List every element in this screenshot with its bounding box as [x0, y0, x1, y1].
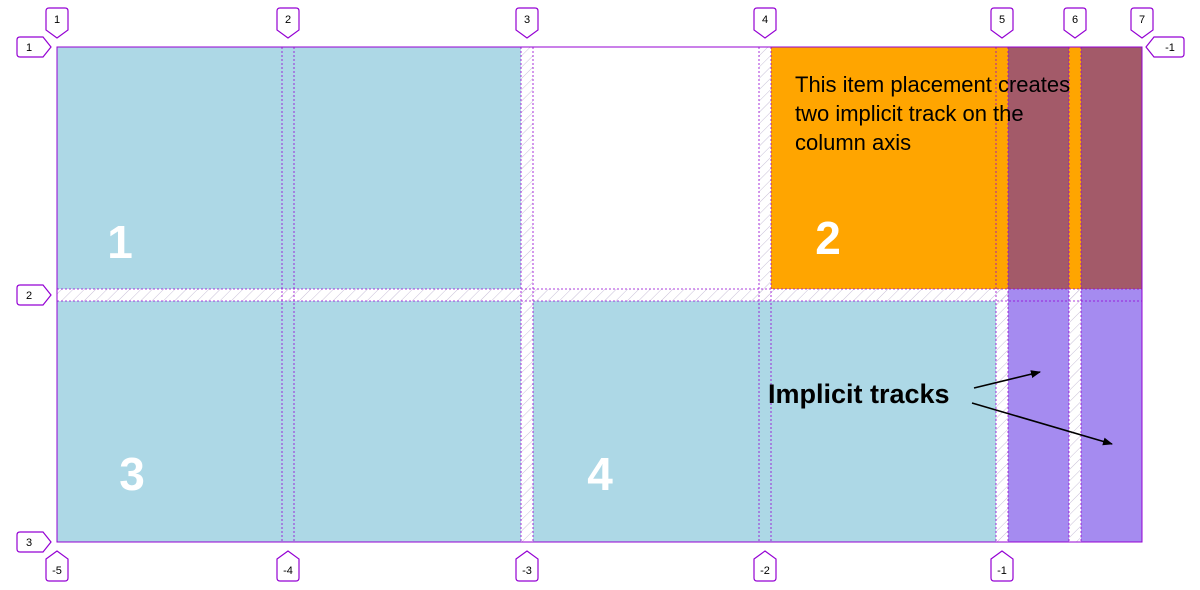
- row-line-badge-left: 3: [16, 531, 52, 553]
- pentagon-marker-icon: [16, 36, 52, 58]
- item-4-number: 4: [587, 448, 613, 500]
- implicit-track-1-row-1: [1008, 47, 1069, 289]
- line-number-label: -3: [522, 565, 532, 577]
- column-line-badge-bottom: -1: [990, 550, 1014, 582]
- item-2-number: 2: [815, 212, 841, 264]
- pentagon-marker-icon: [1063, 7, 1087, 39]
- column-line-badge-bottom: -2: [753, 550, 777, 582]
- line-number-label: 3: [26, 537, 32, 549]
- line-number-label: -1: [997, 565, 1007, 577]
- column-line-badge-bottom: -4: [276, 550, 300, 582]
- pentagon-marker-icon: [515, 550, 539, 582]
- pentagon-marker-icon: [45, 7, 69, 39]
- line-number-label: 7: [1139, 14, 1145, 26]
- pentagon-marker-icon: [1145, 36, 1185, 58]
- column-line-badge-bottom: -3: [515, 550, 539, 582]
- line-number-label: 3: [524, 14, 530, 26]
- placement-note-line-3: column axis: [795, 130, 911, 155]
- pentagon-marker-icon: [1130, 7, 1154, 39]
- pentagon-marker-icon: [276, 7, 300, 39]
- grid-item-3: [57, 301, 521, 542]
- implicit-track-2-row-1: [1081, 47, 1142, 289]
- grid-outline: [56, 46, 1143, 543]
- line-number-label: 2: [285, 14, 291, 26]
- pentagon-marker-icon: [990, 550, 1014, 582]
- pentagon-marker-icon: [16, 284, 52, 306]
- placement-note-line-1: This item placement creates: [795, 72, 1070, 97]
- implicit-tracks-callout: Implicit tracks: [768, 370, 1113, 446]
- grid-lines: [56, 46, 1143, 543]
- grid-item-2: [771, 47, 1142, 289]
- column-line-badge-bottom: -5: [45, 550, 69, 582]
- line-number-label: -4: [283, 565, 293, 577]
- column-gap-2: [521, 47, 533, 542]
- row-gap: [57, 289, 1142, 301]
- item-3-number: 3: [119, 448, 145, 500]
- implicit-tracks-label: Implicit tracks: [768, 379, 950, 409]
- line-number-label: 4: [762, 14, 768, 26]
- line-number-badges: 1 2 3 4 5 6 7 -5 -4 -3 -2 -1 1 2 3 -1: [16, 7, 1185, 582]
- row-line-badge-left: 2: [16, 284, 52, 306]
- line-number-label: 1: [26, 42, 32, 54]
- line-number-label: -2: [760, 565, 770, 577]
- line-number-label: -5: [52, 565, 62, 577]
- column-line-badge-top: 7: [1130, 7, 1154, 39]
- line-number-label: -1: [1165, 42, 1175, 54]
- column-line-badge-top: 4: [753, 7, 777, 39]
- column-line-badge-top: 1: [45, 7, 69, 39]
- pentagon-marker-icon: [45, 550, 69, 582]
- pentagon-marker-icon: [990, 7, 1014, 39]
- row-line-badge-right: -1: [1145, 36, 1185, 58]
- row-line-badge-left: 1: [16, 36, 52, 58]
- pentagon-marker-icon: [753, 7, 777, 39]
- arrow-icon: [973, 370, 1041, 389]
- placement-note-line-2: two implicit track on the: [795, 101, 1024, 126]
- column-line-badge-top: 2: [276, 7, 300, 39]
- column-line-badge-top: 3: [515, 7, 539, 39]
- implicit-track-1-row-2: [1008, 289, 1069, 542]
- line-number-label: 6: [1072, 14, 1078, 26]
- pentagon-marker-icon: [276, 550, 300, 582]
- placement-note: This item placement creates two implicit…: [795, 72, 1070, 155]
- item-1-number: 1: [107, 216, 133, 268]
- pentagon-marker-icon: [515, 7, 539, 39]
- pentagon-marker-icon: [16, 531, 52, 553]
- line-number-label: 2: [26, 290, 32, 302]
- pentagon-marker-icon: [753, 550, 777, 582]
- line-number-label: 1: [54, 14, 60, 26]
- grid-item-1: [57, 47, 521, 289]
- line-number-label: 5: [999, 14, 1005, 26]
- arrow-icon: [971, 402, 1113, 446]
- grid-item-4: [533, 301, 996, 542]
- implicit-track-2-row-2: [1081, 289, 1142, 542]
- column-line-badge-top: 6: [1063, 7, 1087, 39]
- grid-items: [57, 47, 1142, 542]
- column-line-badge-top: 5: [990, 7, 1014, 39]
